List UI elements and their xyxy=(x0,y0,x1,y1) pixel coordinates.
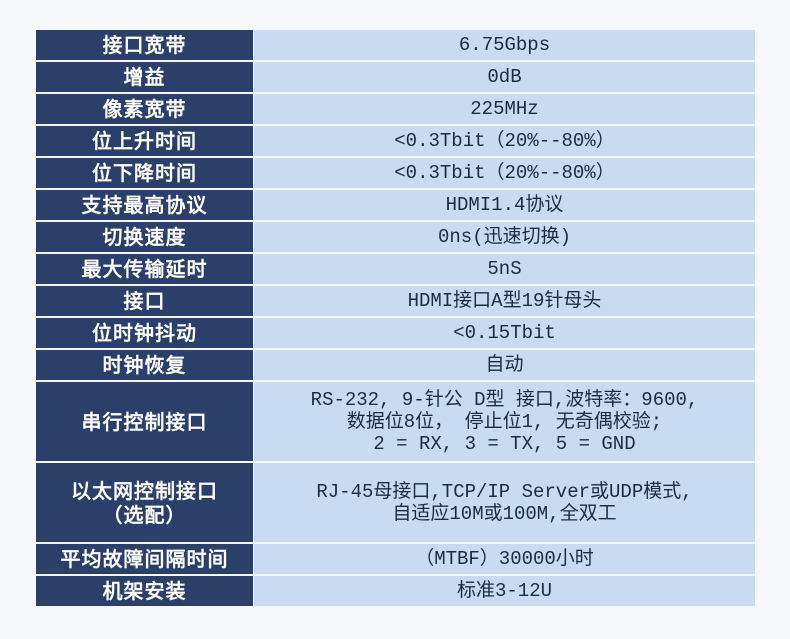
spec-row: 切换速度 0ns(迅速切换) xyxy=(36,222,755,252)
spec-value: <0.3Tbit（20%--80%） xyxy=(254,126,755,156)
spec-row: 位上升时间 <0.3Tbit（20%--80%） xyxy=(36,126,755,156)
spec-label: 位上升时间 xyxy=(36,126,253,156)
spec-label: 最大传输延时 xyxy=(36,254,253,284)
spec-row: 像素宽带 225MHz xyxy=(36,94,755,124)
spec-row: 串行控制接口 RS-232, 9-针公 D型 接口,波特率：9600, 数据位8位… xyxy=(36,382,755,461)
spec-value: 自动 xyxy=(254,350,755,380)
spec-row: 机架安装 标准3-12U xyxy=(36,576,755,606)
spec-value: 标准3-12U xyxy=(254,576,755,606)
spec-label: 平均故障间隔时间 xyxy=(36,544,253,574)
spec-row: 接口宽带 6.75Gbps xyxy=(36,30,755,60)
spec-value: 6.75Gbps xyxy=(254,30,755,60)
spec-row: 支持最高协议 HDMI1.4协议 xyxy=(36,190,755,220)
spec-label: 机架安装 xyxy=(36,576,253,606)
spec-value: RJ-45母接口,TCP/IP Server或UDP模式, 自适应10M或100… xyxy=(254,463,755,542)
spec-label: 接口宽带 xyxy=(36,30,253,60)
spec-value: HDMI接口A型19针母头 xyxy=(254,286,755,316)
spec-label: 位下降时间 xyxy=(36,158,253,188)
spec-label: 接口 xyxy=(36,286,253,316)
spec-value: <0.15Tbit xyxy=(254,318,755,348)
spec-row: 接口 HDMI接口A型19针母头 xyxy=(36,286,755,316)
spec-row: 时钟恢复 自动 xyxy=(36,350,755,380)
spec-row: 以太网控制接口 （选配） RJ-45母接口,TCP/IP Server或UDP模式… xyxy=(36,463,755,542)
spec-label: 串行控制接口 xyxy=(36,382,253,461)
spec-value: RS-232, 9-针公 D型 接口,波特率：9600, 数据位8位， 停止位1… xyxy=(254,382,755,461)
spec-value: 0ns(迅速切换) xyxy=(254,222,755,252)
spec-value: 225MHz xyxy=(254,94,755,124)
spec-row: 位时钟抖动 <0.15Tbit xyxy=(36,318,755,348)
spec-label: 增益 xyxy=(36,62,253,92)
spec-label: 支持最高协议 xyxy=(36,190,253,220)
spec-table: 接口宽带 6.75Gbps 增益 0dB 像素宽带 225MHz 位上升时间 <0.3Tbit… xyxy=(36,30,755,606)
spec-row: 最大传输延时 5nS xyxy=(36,254,755,284)
spec-value: HDMI1.4协议 xyxy=(254,190,755,220)
spec-label: 以太网控制接口 （选配） xyxy=(36,463,253,542)
spec-label: 时钟恢复 xyxy=(36,350,253,380)
spec-value: （MTBF）30000小时 xyxy=(254,544,755,574)
spec-label: 位时钟抖动 xyxy=(36,318,253,348)
spec-value: <0.3Tbit（20%--80%） xyxy=(254,158,755,188)
spec-value: 0dB xyxy=(254,62,755,92)
spec-row: 增益 0dB xyxy=(36,62,755,92)
spec-row: 平均故障间隔时间 （MTBF）30000小时 xyxy=(36,544,755,574)
spec-label: 像素宽带 xyxy=(36,94,253,124)
spec-label: 切换速度 xyxy=(36,222,253,252)
spec-value: 5nS xyxy=(254,254,755,284)
spec-row: 位下降时间 <0.3Tbit（20%--80%） xyxy=(36,158,755,188)
